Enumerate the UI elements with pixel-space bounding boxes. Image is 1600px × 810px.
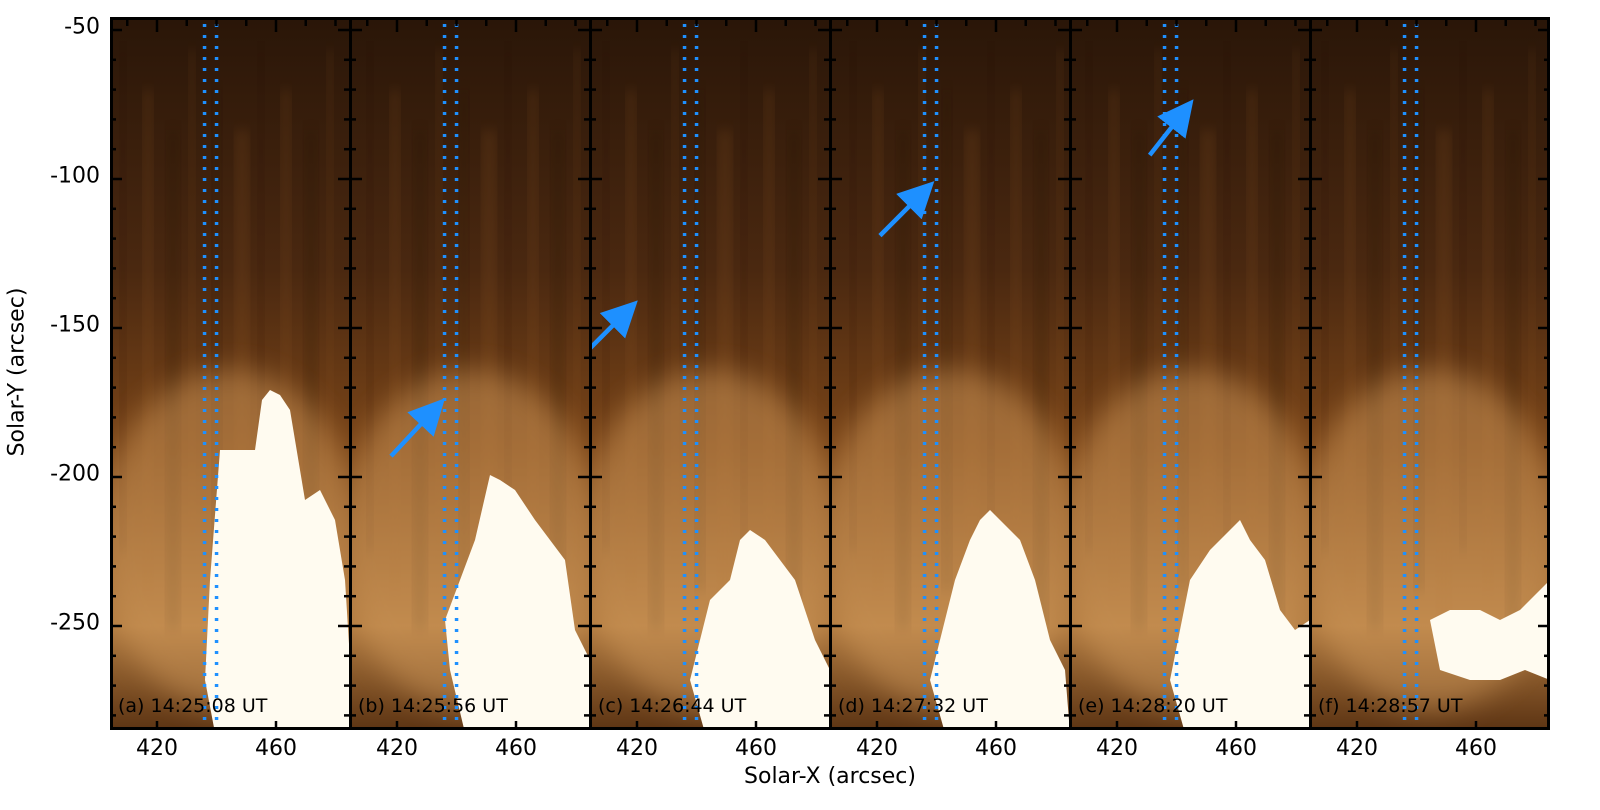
panel-separator: [589, 17, 592, 730]
loop-streak: [919, 50, 925, 550]
image-panel: (f) 14:28:57 UT: [1310, 17, 1550, 730]
image-panel: (c) 14:26:44 UT: [590, 17, 830, 730]
x-tick-label: 420: [376, 736, 418, 761]
flare-bright-region: [205, 390, 350, 727]
loop-streak: [850, 50, 856, 550]
loop-streak: [988, 50, 994, 550]
feature-arrow: [389, 398, 445, 458]
x-tick-label: 460: [495, 736, 537, 761]
panel-image: [350, 20, 590, 727]
loop-streak: [764, 90, 774, 590]
loop-streak: [1322, 50, 1328, 550]
loop-streak: [1086, 50, 1092, 550]
flare-bright-region: [930, 510, 1070, 727]
x-tick-label: 420: [1096, 736, 1138, 761]
loop-streak: [212, 90, 222, 590]
y-axis-label-wrap: Solar-Y (arcsec): [0, 0, 40, 810]
panel-time-label: (b) 14:25:56 UT: [358, 695, 508, 717]
flare-bright-region: [690, 530, 830, 727]
loop-streak: [873, 90, 883, 590]
panel-time-label: (f) 14:28:57 UT: [1318, 695, 1463, 717]
panel-time-label: (c) 14:26:44 UT: [598, 695, 747, 717]
loop-streak: [1011, 90, 1021, 590]
x-tick-label: 460: [975, 736, 1017, 761]
flare-bright-region: [1170, 520, 1310, 727]
x-tick-label: 460: [1455, 736, 1497, 761]
loop-streak: [1345, 90, 1355, 590]
loop-streak: [1155, 50, 1161, 550]
panel-time-label: (d) 14:27:32 UT: [838, 695, 988, 717]
panel-time-label: (a) 14:25:08 UT: [118, 695, 268, 717]
loop-streak: [810, 50, 816, 550]
loop-streak: [574, 50, 580, 550]
loop-streak: [1109, 90, 1119, 590]
loop-streak: [1460, 50, 1466, 550]
loop-streak: [1414, 90, 1424, 590]
loop-streak: [1247, 90, 1257, 590]
panel-separator: [1069, 17, 1072, 730]
loop-streak: [942, 90, 952, 590]
x-tick-label: 420: [856, 736, 898, 761]
loop-streak: [120, 50, 126, 550]
loop-streak: [143, 90, 153, 590]
loop-streak: [603, 50, 609, 550]
y-tick-label: -100: [50, 163, 100, 189]
image-panel: (a) 14:25:08 UT: [110, 17, 350, 730]
loop-streak: [1178, 90, 1188, 590]
image-panel: (e) 14:28:20 UT: [1070, 17, 1310, 730]
loop-streak: [258, 50, 264, 550]
loop-streak: [741, 50, 747, 550]
panel-image: [110, 20, 350, 727]
loop-streak: [672, 50, 678, 550]
loop-streak: [459, 90, 469, 590]
loop-streak: [505, 50, 511, 550]
loop-streak: [1483, 90, 1493, 590]
panel-image: [830, 20, 1070, 727]
x-tick-label: 460: [1215, 736, 1257, 761]
y-tick-label: -50: [64, 14, 100, 40]
loop-streak: [189, 50, 195, 550]
loop-streak: [436, 50, 442, 550]
y-tick-label: -150: [50, 312, 100, 338]
loop-streak: [327, 50, 333, 550]
panel-separator: [1309, 17, 1312, 730]
x-tick-label: 420: [136, 736, 178, 761]
x-tick-label: 420: [1336, 736, 1378, 761]
loop-streak: [367, 50, 373, 550]
loop-streak: [1224, 50, 1230, 550]
loop-streak: [1529, 50, 1535, 550]
loop-streak: [1391, 50, 1397, 550]
x-tick-label: 420: [616, 736, 658, 761]
loop-streak: [626, 90, 636, 590]
panel-separator: [829, 17, 832, 730]
loop-streak: [528, 90, 538, 590]
loop-streak: [281, 90, 291, 590]
flare-bright-region: [445, 475, 590, 727]
image-panel: (b) 14:25:56 UT: [350, 17, 590, 730]
loop-streak: [1057, 50, 1063, 550]
y-tick-label: -250: [50, 610, 100, 636]
panel-separator: [349, 17, 352, 730]
x-tick-label: 460: [255, 736, 297, 761]
loop-streak: [390, 90, 400, 590]
panel-image: [1310, 20, 1550, 727]
panel-time-label: (e) 14:28:20 UT: [1078, 695, 1228, 717]
image-panel: (d) 14:27:32 UT: [830, 17, 1070, 730]
y-tick-label: -200: [50, 461, 100, 487]
panel-image: [590, 20, 830, 727]
feature-arrow: [1147, 99, 1194, 157]
x-tick-label: 460: [735, 736, 777, 761]
feature-arrow: [878, 181, 935, 238]
loop-streak: [695, 90, 705, 590]
flare-bright-region: [1430, 580, 1550, 680]
x-axis-label: Solar-X (arcsec): [744, 764, 916, 789]
panel-image: [1070, 20, 1310, 727]
loop-streak: [1293, 50, 1299, 550]
